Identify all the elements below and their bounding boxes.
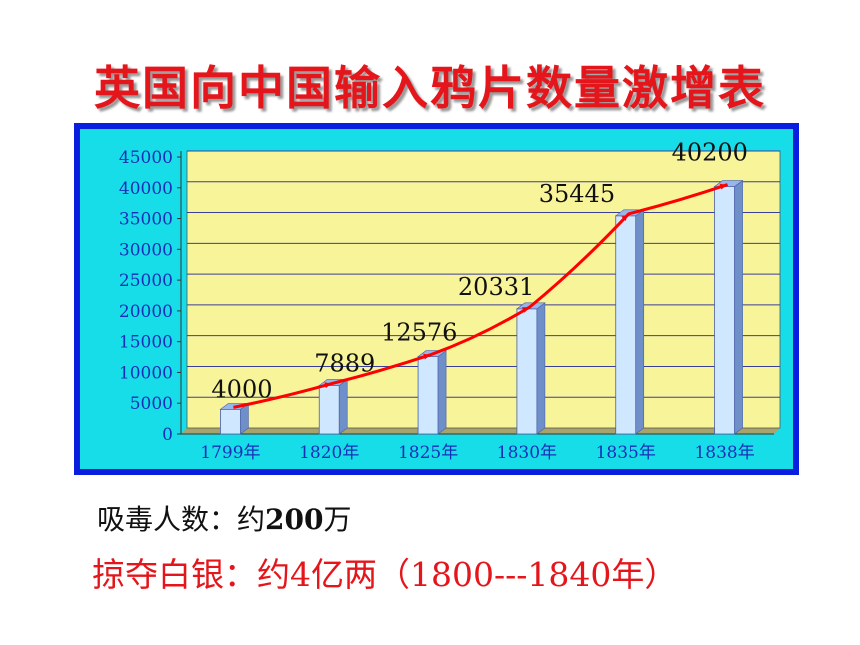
trend-arrow-head — [719, 183, 727, 190]
bar-side — [536, 302, 546, 435]
addicts-value: 200 — [265, 503, 324, 536]
y-tick-label: 40000 — [119, 179, 173, 199]
x-tick-label: 1838年 — [694, 443, 754, 463]
data-label: 12576 — [381, 319, 457, 347]
chart-frame: 0 5000 10000 15000 20000 25000 30000 35000 40000… — [74, 123, 799, 475]
x-tick-label: 1820年 — [299, 443, 359, 463]
x-tick-label: 1799年 — [200, 443, 260, 463]
silver-stat: 掠夺白银：约4亿两（1800---1840年） — [92, 555, 678, 594]
x-tick-label: 1825年 — [398, 443, 458, 463]
trend-arrow-head — [522, 307, 530, 313]
y-tick-label: 45000 — [119, 148, 173, 168]
data-label: 4000 — [211, 375, 272, 403]
addicts-label: 吸毒人数：约 — [97, 503, 266, 536]
y-tick-label: 0 — [162, 425, 173, 445]
bar-side — [734, 179, 743, 435]
trend-arrow-head — [621, 214, 629, 222]
data-label: 7889 — [314, 349, 375, 377]
addicts-unit: 万 — [323, 503, 352, 536]
bar-side — [437, 349, 447, 435]
opium-bar-chart: 0 5000 10000 15000 20000 25000 30000 35000 40000… — [80, 129, 793, 469]
x-tick-labels: 1799年 1820年 1825年 1830年 1835年 1838年 — [200, 443, 754, 463]
data-label: 20331 — [458, 273, 534, 301]
addicts-stat: 吸毒人数：约200万 — [97, 498, 351, 538]
y-tick-label: 25000 — [119, 271, 173, 291]
bar-side — [635, 209, 645, 435]
plot-floor — [181, 428, 780, 434]
axes — [177, 151, 774, 435]
bar-side — [338, 378, 348, 435]
bar — [615, 215, 637, 435]
trend-line-path — [233, 183, 729, 409]
bar — [220, 408, 241, 435]
plot-area — [186, 150, 781, 429]
x-tick-label: 1830年 — [497, 443, 557, 463]
y-tick-label: 20000 — [119, 302, 173, 322]
y-tick-label: 30000 — [119, 240, 173, 260]
trend-line — [233, 183, 729, 409]
y-tick-label: 10000 — [119, 363, 173, 383]
data-label: 35445 — [539, 180, 615, 208]
trend-arrow-head — [423, 353, 431, 360]
bar — [516, 308, 538, 435]
y-tick-labels: 0 5000 10000 15000 20000 25000 30000 35000 40000… — [119, 148, 173, 445]
grid-lines — [187, 150, 780, 398]
trend-arrow-head — [324, 382, 332, 389]
bar — [714, 186, 735, 435]
bar — [318, 385, 340, 435]
page-title: 英国向中国输入鸦片数量激增表 — [94, 61, 766, 115]
data-label: 40200 — [672, 139, 748, 167]
x-tick-label: 1835年 — [596, 443, 656, 463]
bar — [417, 356, 439, 435]
y-tick-label: 15000 — [119, 333, 173, 353]
y-tick-label: 5000 — [130, 394, 173, 414]
y-tick-label: 35000 — [119, 210, 173, 230]
